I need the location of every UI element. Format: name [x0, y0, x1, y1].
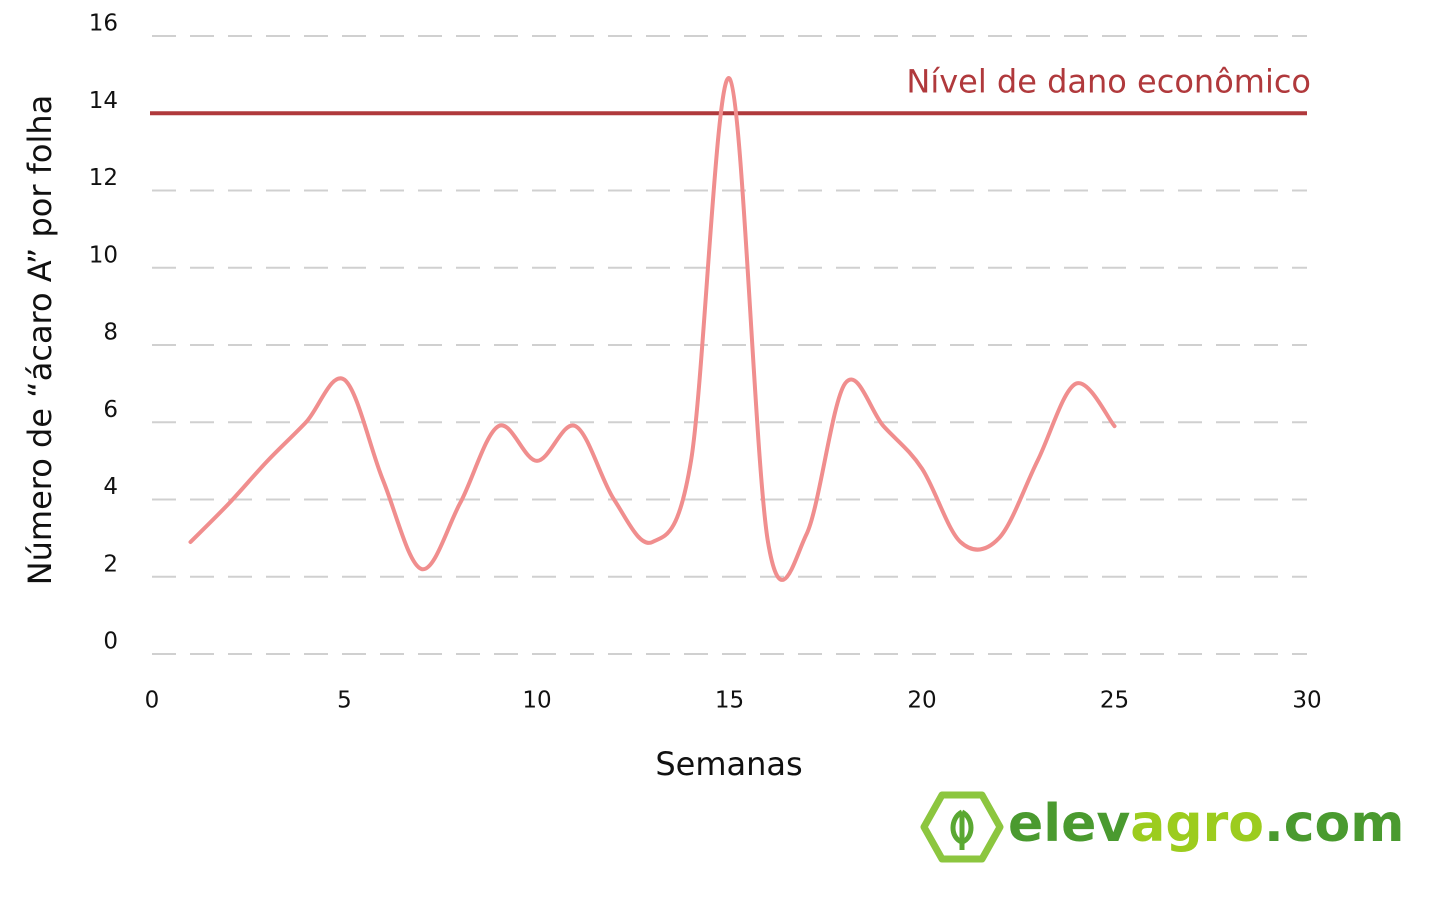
- threshold-label: Nível de dano econômico: [906, 62, 1311, 100]
- data-line: [188, 76, 1117, 582]
- x-tick-label: 5: [337, 688, 352, 714]
- x-tick-label: 20: [907, 688, 936, 714]
- logo-part: .com: [1264, 794, 1405, 854]
- x-tick-label: 25: [1100, 688, 1129, 714]
- x-axis-label: Semanas: [655, 745, 802, 783]
- y-tick-label: 2: [103, 551, 118, 577]
- y-tick-label: 10: [89, 242, 118, 268]
- x-tick-label: 0: [145, 688, 160, 714]
- x-tick-label: 15: [715, 688, 744, 714]
- logo-icon: [920, 791, 1004, 863]
- y-tick-label: 4: [103, 474, 118, 500]
- y-tick-label: 16: [89, 11, 118, 37]
- logo-part: elev: [1008, 794, 1130, 854]
- logo-part: agro: [1130, 794, 1264, 854]
- y-tick-label: 6: [103, 397, 118, 423]
- y-axis-label: Número de “ácaro A” por folha: [21, 95, 59, 586]
- y-tick-label: 14: [89, 88, 118, 114]
- logo-text: elevagro.com: [1008, 794, 1404, 854]
- x-tick-label: 10: [522, 688, 551, 714]
- x-tick-label: 30: [1292, 688, 1321, 714]
- y-tick-label: 8: [103, 320, 118, 346]
- y-tick-label: 0: [103, 629, 118, 655]
- y-tick-label: 12: [89, 165, 118, 191]
